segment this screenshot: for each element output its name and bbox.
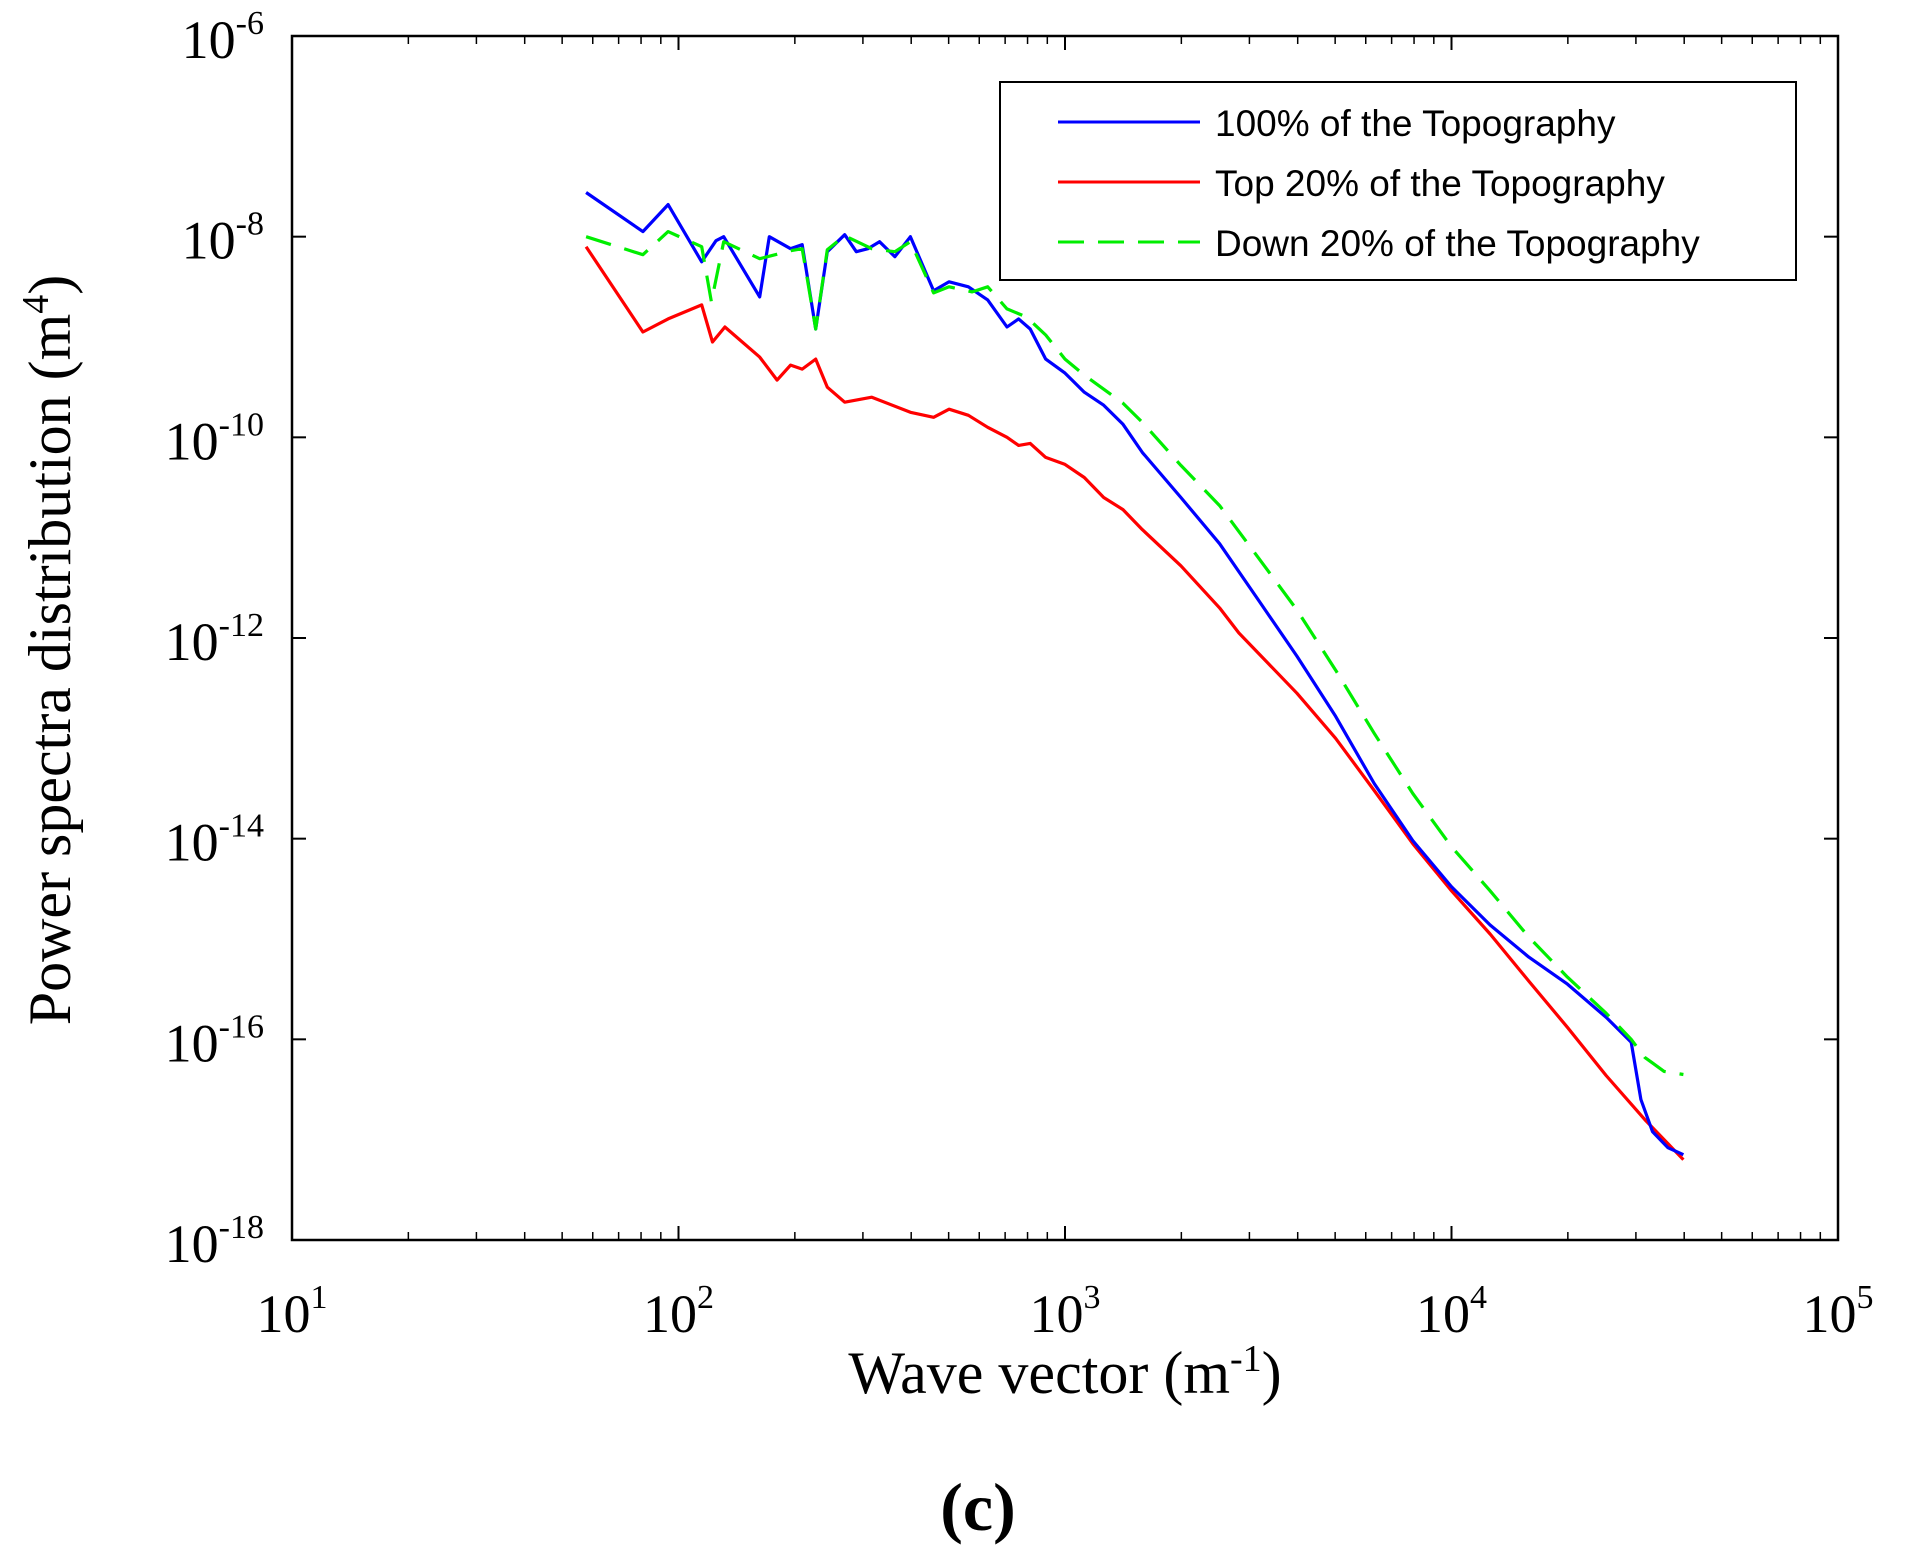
x-tick-label: 103 [1030,1279,1101,1344]
series-line-2 [585,230,1684,1077]
x-axis-ticks: 101 102 103 104 105 [257,36,1874,1344]
x-tick-label: 105 [1803,1279,1874,1344]
series-layer [584,191,1685,1161]
y-tick-label: 10-14 [165,808,264,873]
panel-label: (c) [940,1469,1015,1545]
legend-label-down20: Down 20% of the Topography [1215,223,1700,264]
legend-label-top20: Top 20% of the Topography [1215,163,1665,204]
x-tick-label: 101 [257,1279,328,1344]
x-axis-title: Wave vector (m-1) [848,1338,1281,1406]
legend: 100% of the Topography Top 20% of the To… [999,81,1797,281]
x-tick-label: 104 [1416,1279,1487,1344]
y-tick-label: 10-8 [182,206,264,271]
y-tick-label: 10-10 [165,406,264,471]
y-tick-label: 10-16 [165,1008,264,1073]
y-tick-label: 10-6 [182,5,264,70]
series-line-1 [584,245,1685,1161]
series-line-0 [585,191,1685,1157]
x-tick-label: 102 [643,1279,714,1344]
y-tick-label: 10-12 [165,607,264,672]
y-axis-title: Power spectra distribution (m4) [15,275,83,1026]
y-tick-label: 10-18 [165,1209,264,1274]
y-axis-ticks: 10-18 10-16 10-14 10-12 10-10 10-8 10-6 [165,5,1838,1274]
legend-label-100pct: 100% of the Topography [1215,103,1616,144]
